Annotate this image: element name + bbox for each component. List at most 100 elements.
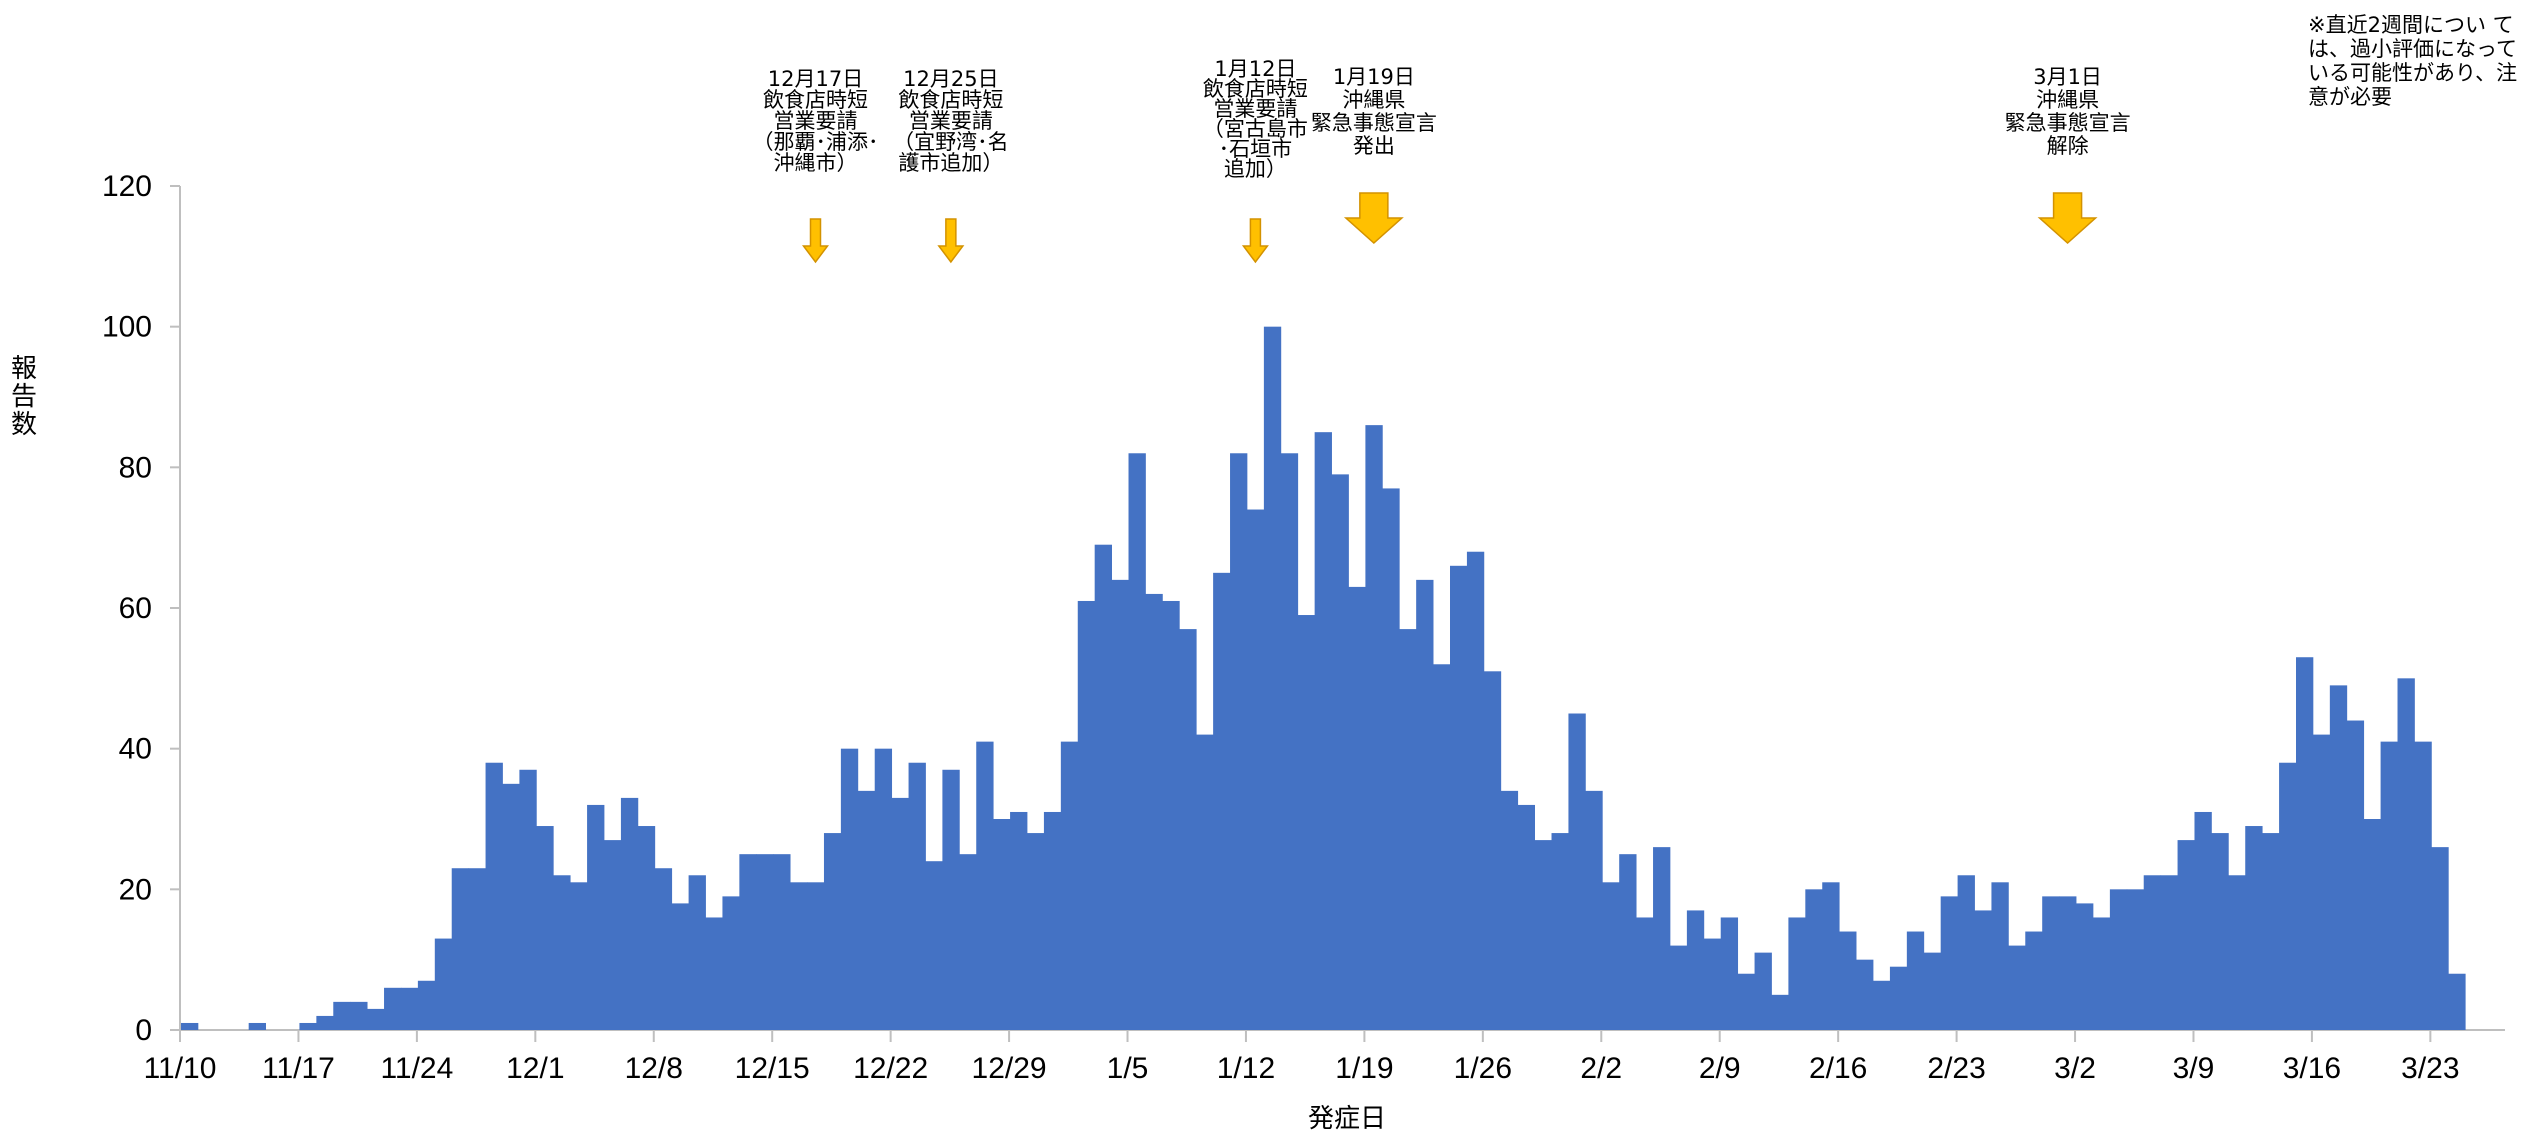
bar (1297, 615, 1316, 1030)
bar (2397, 678, 2415, 1030)
bar (739, 854, 757, 1030)
y-tick-label: 20 (119, 873, 152, 906)
note-line: 意が必要 (2308, 85, 2392, 109)
x-axis-title: 発症日 (1308, 1104, 1386, 1134)
x-tick-label: 11/24 (380, 1052, 453, 1085)
bar (654, 868, 673, 1030)
bar (1754, 952, 1772, 1030)
bar (2346, 720, 2365, 1030)
bar (2448, 973, 2466, 1030)
bar (942, 769, 960, 1030)
bar (485, 762, 503, 1030)
bar (1822, 882, 1840, 1030)
bar (1669, 945, 1688, 1030)
bar (959, 854, 977, 1030)
bar (840, 748, 859, 1030)
annotation-text: 飲食店時短 (763, 88, 868, 112)
bar (823, 833, 842, 1030)
x-tick-label: 3/2 (2054, 1052, 2096, 1085)
bar (2059, 896, 2077, 1030)
bar (2160, 875, 2178, 1030)
x-tick-label: 1/12 (1217, 1052, 1275, 1085)
bar (1568, 713, 1586, 1030)
annotation-text: 営業要請 (1213, 97, 1297, 121)
x-tick-label: 11/10 (144, 1052, 217, 1085)
bar (2092, 917, 2111, 1030)
annotations: 12月17日飲食店時短営業要請（那覇･浦添･沖縄市）12月25日飲食店時短営業要… (753, 57, 2131, 264)
bar (1196, 734, 1214, 1030)
annotation-text: 発出 (1353, 134, 1395, 158)
bar (333, 1001, 351, 1030)
bar (620, 797, 639, 1030)
bar (587, 804, 605, 1030)
bar (248, 1022, 266, 1030)
bar (2414, 741, 2432, 1030)
annotation-text: 3月1日 (2033, 65, 2102, 89)
arrow-down-icon (802, 218, 829, 264)
bar (1636, 917, 1654, 1030)
annotation-text: 沖縄市） (774, 151, 858, 175)
bar (976, 741, 994, 1030)
annotation-text: 解除 (2047, 134, 2089, 158)
annotation-text: 営業要請 (774, 109, 858, 133)
bar (1517, 804, 1535, 1030)
bar (1060, 741, 1079, 1030)
bar (671, 903, 689, 1030)
bar (1450, 565, 1468, 1030)
bar (1906, 931, 1925, 1030)
annotation-text: 追加） (1224, 157, 1287, 181)
bar (434, 938, 453, 1030)
annotation-text: 緊急事態宣言 (1311, 111, 1437, 135)
y-tick-label: 0 (135, 1014, 152, 1047)
bar (2126, 889, 2145, 1030)
bar (993, 819, 1011, 1030)
y-tick-label: 40 (119, 733, 152, 766)
bar (1839, 931, 1857, 1030)
bar (2143, 875, 2162, 1030)
bar (1991, 882, 2009, 1030)
annotation-text: 護市追加） (898, 151, 1003, 175)
y-axis-title-char: 報 (11, 354, 37, 384)
annotation-text: 1月19日 (1333, 65, 1415, 89)
bar (1145, 593, 1163, 1030)
bar (1737, 973, 1755, 1030)
x-tick-label: 1/5 (1107, 1052, 1149, 1085)
bar (1974, 910, 1992, 1030)
bar (2008, 945, 2026, 1030)
bar (1788, 917, 1806, 1030)
bar (1483, 671, 1502, 1030)
bar (925, 861, 943, 1030)
bar (1128, 453, 1146, 1030)
bar (1771, 994, 1789, 1030)
bar (773, 854, 791, 1030)
x-tick-label: 11/17 (262, 1052, 335, 1085)
bar (2228, 875, 2246, 1030)
x-tick-label: 12/8 (625, 1052, 683, 1085)
bar (1534, 840, 1552, 1030)
x-tick-label: 2/16 (1809, 1052, 1867, 1085)
bar (1179, 629, 1197, 1030)
bar (519, 769, 537, 1030)
bar (1280, 453, 1299, 1030)
bar (1111, 579, 1129, 1030)
bar (1331, 474, 1349, 1030)
bar (688, 875, 706, 1030)
y-tick-label: 120 (102, 170, 152, 203)
note-line: ※直近2週間につい て (2308, 13, 2514, 37)
x-tick-label: 1/26 (1454, 1052, 1512, 1085)
bar (2245, 826, 2263, 1030)
axes: 0 20 40 60 80 100 120 11/10 11/17 11/24 12/1 12/8 12… (102, 170, 2505, 1085)
bar (451, 868, 470, 1030)
bar (1703, 938, 1722, 1030)
bar (1382, 488, 1400, 1030)
bar (299, 1022, 317, 1030)
bar (350, 1001, 368, 1030)
annotation-text: 飲食店時短 (1203, 77, 1308, 101)
y-axis-title-char: 数 (11, 410, 37, 440)
bar (1263, 326, 1282, 1030)
bar (1433, 664, 1451, 1030)
bar (400, 987, 419, 1030)
